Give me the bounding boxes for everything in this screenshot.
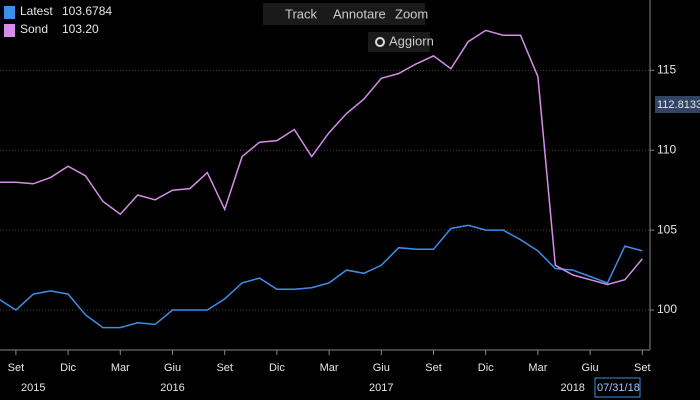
x-tick-label: Set	[8, 362, 25, 374]
refresh-button-bg[interactable]	[368, 32, 430, 52]
x-tick-label: Dic	[478, 362, 494, 374]
x-tick-label: Giu	[582, 362, 599, 374]
x-tick-label: Set	[634, 362, 651, 374]
x-tick-label: Giu	[164, 362, 181, 374]
toolbar	[263, 3, 425, 25]
x-tick-label: Set	[425, 362, 442, 374]
refresh-button[interactable]: Aggiorn	[389, 33, 434, 48]
year-label: 2018	[560, 382, 584, 394]
x-tick-label: Mar	[528, 362, 547, 374]
y-tick-label: 115	[657, 62, 676, 76]
track-button[interactable]: Track	[285, 6, 318, 21]
x-tick-label: Set	[216, 362, 233, 374]
annotate-button[interactable]: Annotare	[333, 6, 386, 21]
legend-value: 103.6784	[62, 4, 112, 18]
legend-value: 103.20	[62, 22, 99, 36]
line	[0, 29, 643, 286]
zoom-button[interactable]: Zoom	[395, 6, 428, 21]
y-tick-label: 100	[657, 302, 677, 316]
cursor-box	[655, 96, 700, 113]
legend-swatch	[4, 6, 15, 19]
date-box	[594, 377, 641, 398]
cursor-value: 112.8133	[657, 99, 700, 111]
x-tick-label: Mar	[111, 362, 130, 374]
y-tick-label: 110	[657, 142, 676, 156]
date-label: 07/31/18	[597, 382, 640, 394]
x-tick-label: Mar	[320, 362, 339, 374]
x-tick-label: Dic	[269, 362, 285, 374]
line	[0, 224, 643, 329]
year-label: 2016	[160, 382, 184, 394]
legend-label: Sond	[20, 22, 48, 36]
year-label: 2017	[369, 382, 393, 394]
legend-swatch	[4, 24, 15, 37]
year-label: 2015	[21, 382, 45, 394]
y-tick-label: 105	[657, 222, 677, 236]
legend-label: Latest	[20, 4, 53, 18]
refresh-icon	[375, 37, 385, 47]
x-tick-label: Giu	[373, 362, 390, 374]
x-tick-label: Dic	[60, 362, 76, 374]
